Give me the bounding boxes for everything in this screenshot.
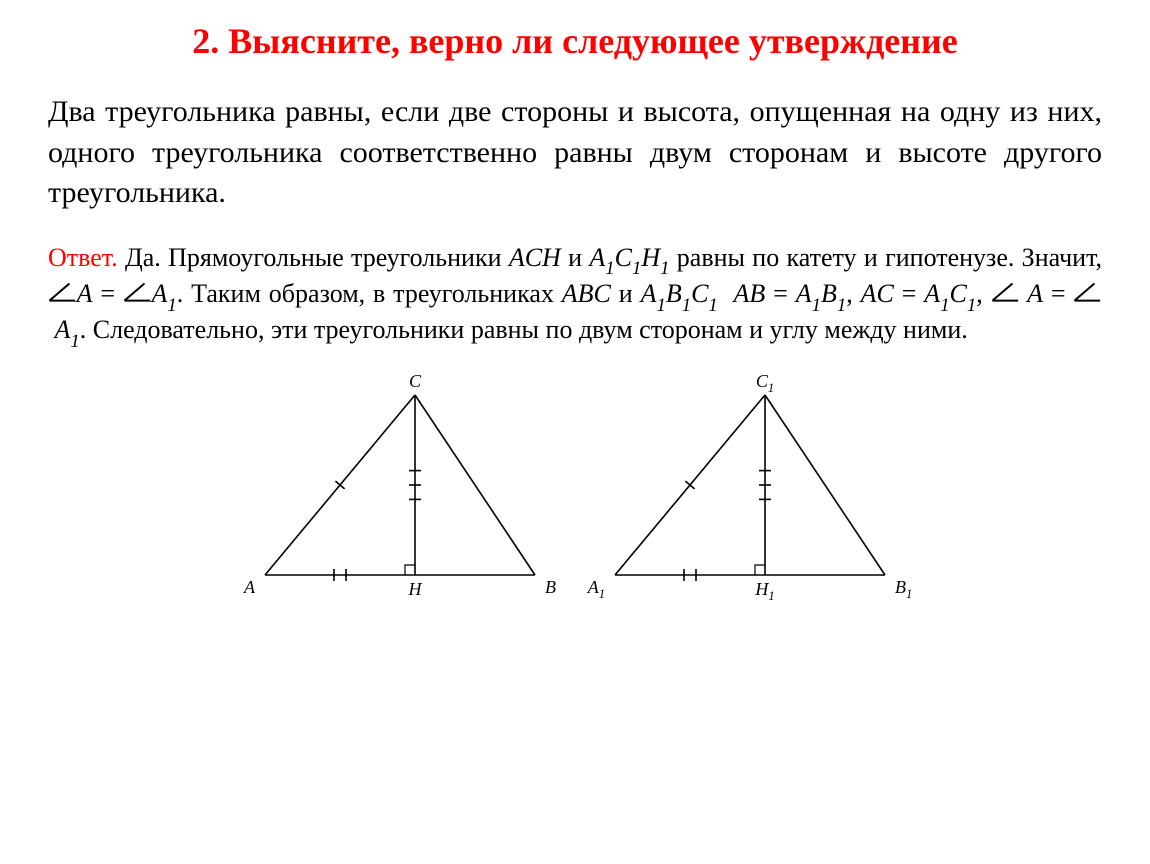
comma-1: , [846,279,860,308]
triangles-diagram: A B C H A1 B1 C1 H1 [225,375,925,615]
triangle-A1B1C1: A1B1C1 [641,279,718,308]
svg-text:C1: C1 [756,375,774,395]
triangle-ABC: ABC [562,279,611,308]
answer-label: Ответ. [48,243,118,272]
angle-A-2: A [1027,279,1043,308]
equals-4: = [1043,279,1073,308]
answer-text-1: Да. Прямоугольные треугольники [118,243,509,272]
triangle-ACH: ACH [509,243,561,272]
side-AC: AC [861,279,894,308]
svg-text:B: B [545,577,556,597]
angle-icon [1073,281,1102,303]
diagram-container: A B C H A1 B1 C1 H1 [48,375,1102,620]
answer-text-3: равны по катету и гипотенузе. Значит, [669,243,1102,272]
svg-text:H: H [408,579,423,599]
problem-statement: Два треугольника равны, если две стороны… [48,92,1102,214]
angle-icon [48,281,77,303]
page: 2. Выясните, верно ли следующее утвержде… [0,0,1150,620]
angle-icon [991,281,1020,303]
side-AB: AB [734,279,766,308]
svg-text:C: C [409,375,422,391]
angle-A1-2: A1 [55,315,80,344]
comma-2: , [976,279,990,308]
angle-A1: A1 [152,279,177,308]
svg-text:A: A [243,577,256,597]
answer-paragraph: Ответ. Да. Прямоугольные треугольники AC… [48,240,1102,349]
equals-1: = [92,279,122,308]
side-A1C1: A1C1 [924,279,976,308]
svg-text:A1: A1 [587,577,605,601]
angle-A: A [77,279,93,308]
svg-text:H1: H1 [754,579,774,603]
svg-text:B1: B1 [895,577,912,601]
triangle-A1C1H1: A1C1H1 [589,243,669,272]
equals-3: = [894,279,924,308]
answer-text-5: . Следовательно, эти треугольники равны … [80,315,968,344]
and-1: и [611,279,641,308]
answer-text-4: . Таким образом, в треугольниках [177,279,562,308]
side-A1B1: A1B1 [796,279,847,308]
problem-title: 2. Выясните, верно ли следующее утвержде… [48,20,1102,62]
answer-text-2: и [561,243,590,272]
equals-2: = [765,279,795,308]
angle-icon [123,281,152,303]
